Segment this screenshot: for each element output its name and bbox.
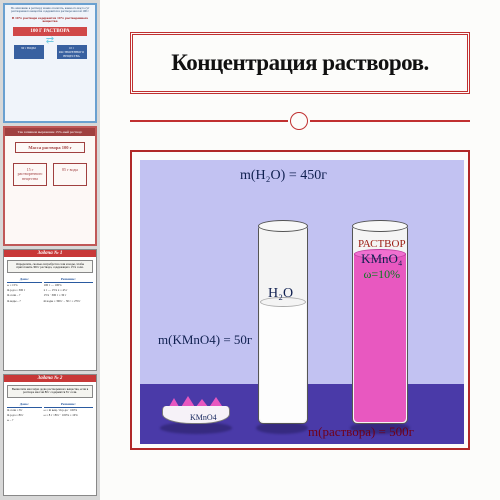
slide1-left: 90 г ВОДЫ (14, 45, 44, 59)
slide3-sub: Определите, сколько потребуется соли и в… (7, 260, 93, 273)
slide2-left: 15 г растворенного вещества (13, 163, 47, 186)
thumb-slide-1[interactable]: По описанию к раствору можно полагать, к… (3, 3, 97, 123)
label-solution-formula: KMnO₄ (361, 251, 402, 266)
s3-d4: m воды – ? (7, 299, 42, 304)
slide-thumbnails: По описанию к раствору можно полагать, к… (0, 0, 100, 500)
slide4-title: Задача № 2 (4, 375, 96, 382)
label-water: H₂O (268, 286, 293, 302)
slide1-right: 10 г РАСТВОРЕННОГО ВЕЩЕСТВА (57, 45, 87, 59)
cylinder-rim-icon (352, 220, 408, 232)
title-frame: Концентрация растворов. (130, 32, 470, 94)
dish-kmno4: KMnO4 (162, 396, 230, 424)
page-title: Концентрация растворов. (171, 50, 429, 76)
cylinder-rim-icon (258, 220, 308, 232)
cylinder-water (258, 226, 308, 424)
slide2-head: Так запишем выражение 15%-ный раствор: (5, 128, 95, 136)
slide3-title: Задача № 1 (4, 250, 96, 257)
divider-left (130, 120, 288, 122)
label-solution-mass: m(раствора) = 500г (308, 424, 414, 440)
label-solution-title: РАСТВОР (358, 238, 406, 250)
label-kmno4-mass: m(KMnO4) = 50г (158, 332, 252, 348)
label-solution-omega: ω=10% (363, 267, 400, 281)
s3-r4: m воды = 300 г − 30 г = 270 г (44, 299, 93, 304)
diagram-frame: KMnO4 m(H₂O) = 450г H₂O m(KMnO4) = 50г Р… (130, 150, 470, 450)
slide1-desc: По описанию к раствору можно полагать, к… (5, 5, 95, 16)
s4-d3: ω – ? (7, 418, 42, 423)
label-solution: РАСТВОР KMnO₄ ω=10% (358, 238, 406, 283)
dish-label: KMnO4 (190, 413, 217, 422)
main-slide: Концентрация растворов. KMnO4 (100, 0, 500, 500)
slide1-red: В 10% растворе содержится 10% растворенн… (5, 16, 95, 26)
thumb-slide-3[interactable]: Задача № 1 Определите, сколько потребует… (3, 249, 97, 371)
slide2-mass: Масса раствора 100 г (15, 142, 85, 153)
slide2-right: 85 г воды (53, 163, 87, 186)
divider-circle-icon (290, 112, 308, 130)
thumb-slide-2[interactable]: Так запишем выражение 15%-ный раствор: М… (3, 126, 97, 246)
s4-r2: ω = 8 г / 80 г · 100% = 10% (44, 413, 93, 418)
label-water-mass: m(H₂O) = 450г (240, 168, 327, 184)
slide4-sub: Вычислите массовую долю растворенного ве… (7, 385, 93, 398)
thumb-slide-4[interactable]: Задача № 2 Вычислите массовую долю раств… (3, 374, 97, 496)
diagram-scene: KMnO4 m(H₂O) = 450г H₂O m(KMnO4) = 50г Р… (140, 160, 464, 444)
water-liquid (260, 302, 306, 422)
divider-right (310, 120, 470, 122)
